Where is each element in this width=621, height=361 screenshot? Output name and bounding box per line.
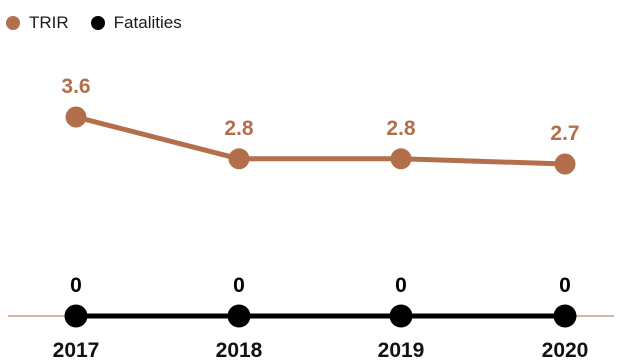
legend-item-fatalities: Fatalities xyxy=(90,13,182,33)
fatalities-point xyxy=(389,304,413,328)
fatalities-point xyxy=(227,304,251,328)
fatalities-point xyxy=(64,304,88,328)
trir-value-label: 2.7 xyxy=(550,122,579,145)
trir-line xyxy=(75,114,566,167)
trir-value-label: 2.8 xyxy=(224,117,254,140)
legend-item-trir: TRIR xyxy=(6,13,69,33)
trir-point xyxy=(228,148,250,170)
fatalities-point xyxy=(553,304,577,328)
trir-point xyxy=(390,148,412,170)
fatalities-series: 0 0 0 0 xyxy=(64,274,577,328)
fatalities-value-label: 0 xyxy=(559,274,571,297)
trir-value-label: 2.8 xyxy=(386,117,416,140)
legend-swatch-fatalities xyxy=(90,16,105,30)
fatalities-value-label: 0 xyxy=(233,274,245,297)
fatalities-value-label: 0 xyxy=(70,274,82,297)
trir-series: 3.6 2.8 2.8 2.7 xyxy=(61,75,580,175)
x-tick-label: 2019 xyxy=(378,339,425,361)
x-tick-label: 2017 xyxy=(53,339,100,361)
legend-label-trir: TRIR xyxy=(29,13,69,32)
legend-swatch-trir xyxy=(6,16,20,30)
fatalities-value-label: 0 xyxy=(395,274,407,297)
trir-point xyxy=(65,106,87,128)
x-axis-ticks: 2017 2018 2019 2020 xyxy=(53,339,589,361)
x-tick-label: 2018 xyxy=(216,339,263,361)
legend-label-fatalities: Fatalities xyxy=(113,13,182,32)
trir-point xyxy=(554,153,576,175)
trir-value-label: 3.6 xyxy=(61,75,90,98)
x-tick-label: 2020 xyxy=(542,339,589,361)
chart-legend: TRIR Fatalities xyxy=(6,12,204,34)
